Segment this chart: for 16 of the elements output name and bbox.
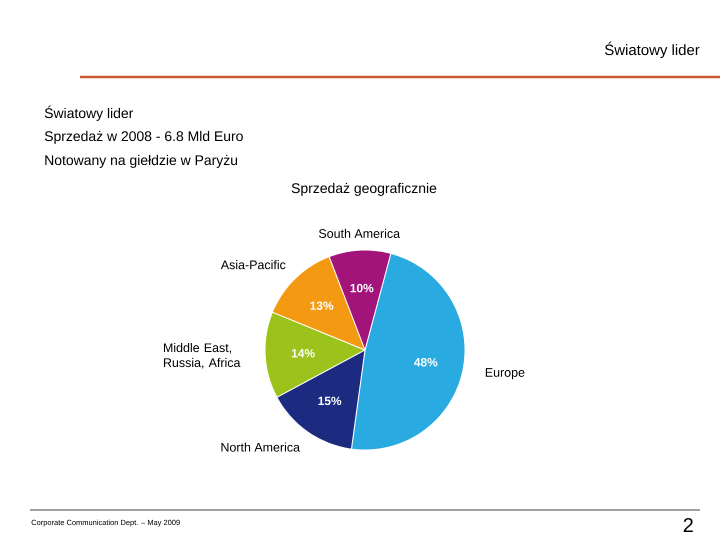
text: Światowy lider [44, 105, 134, 121]
data-label: 48% [414, 358, 438, 366]
slice-label: Asia-Pacific [220, 260, 286, 270]
slice-label: South America [318, 228, 400, 238]
text: Światowy lider [604, 42, 700, 58]
slice-label: Europe [486, 368, 524, 380]
text: Sprzedaż w 2008 - 6.8 Mld Euro [44, 130, 243, 144]
data-label: 15% [318, 396, 342, 406]
data-label: 13% [310, 301, 334, 310]
data-label: 14% [292, 349, 315, 358]
slice-label: Middle East, Russia, Africa [164, 342, 240, 369]
text: Notowany na giełdzie w Paryżu [45, 154, 238, 168]
text: 2 [684, 518, 693, 532]
slice-label: North America [221, 442, 300, 452]
data-label: 10% [350, 284, 374, 292]
chart-title: Sprzedaż geograficznie [292, 182, 436, 196]
